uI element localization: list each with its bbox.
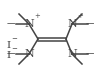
- Text: —: —: [86, 50, 94, 58]
- Text: —: —: [7, 50, 15, 58]
- Text: N: N: [24, 49, 34, 59]
- Text: —: —: [86, 20, 94, 28]
- Text: +: +: [77, 12, 83, 20]
- Text: N: N: [67, 19, 77, 29]
- Text: −: −: [11, 35, 17, 43]
- Text: I: I: [6, 41, 10, 50]
- Text: N: N: [67, 49, 77, 59]
- Text: I: I: [6, 51, 10, 61]
- Text: —: —: [7, 20, 15, 28]
- Text: +: +: [34, 12, 40, 20]
- Text: N: N: [24, 19, 34, 29]
- Text: −: −: [11, 45, 17, 53]
